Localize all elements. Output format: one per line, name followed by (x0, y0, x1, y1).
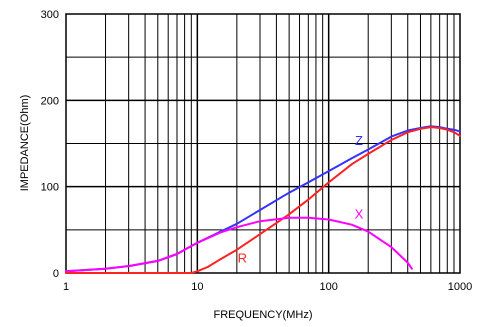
x-axis-title: FREQUENCY(MHz) (214, 309, 313, 321)
y-axis-title: IMPEDANCE(Ohm) (19, 95, 31, 192)
series-label-r: R (238, 251, 247, 266)
series-line-x (65, 216, 413, 273)
y-tick-label: 0 (53, 268, 59, 280)
x-tick-label: 10 (191, 281, 203, 293)
label-layer: Z R X (238, 133, 364, 265)
x-tick-label: 1000 (448, 281, 472, 293)
series-label-z: Z (355, 133, 363, 148)
y-tick-label: 300 (41, 9, 59, 21)
series-layer (65, 125, 461, 274)
series-label-x: X (355, 207, 364, 222)
x-tick-label: 100 (319, 281, 337, 293)
x-tick-label: 1 (63, 281, 69, 293)
grid (66, 14, 460, 273)
y-tick-label: 100 (41, 182, 59, 194)
y-tick-label: 200 (41, 95, 59, 107)
series-line-r (65, 126, 461, 274)
tick-labels: 1 10 100 1000 0 100 200 300 (41, 9, 473, 293)
plot-frame (65, 13, 461, 274)
